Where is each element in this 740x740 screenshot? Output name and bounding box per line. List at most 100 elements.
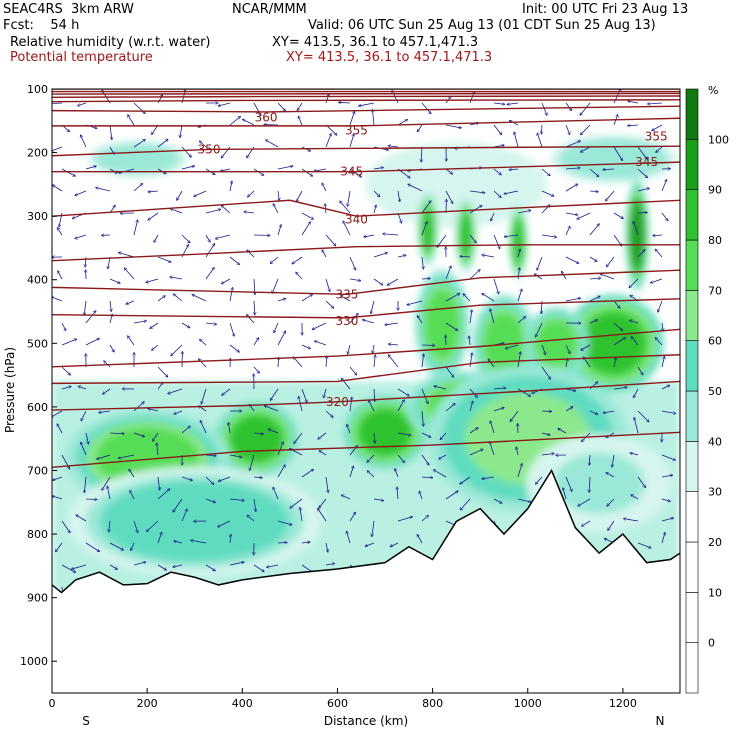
- init-label: Init: 00 UTC Fri 23 Aug 13: [522, 2, 689, 17]
- wind-arrow: [349, 256, 356, 270]
- colorbar-tick-label: 80: [708, 234, 722, 247]
- wind-arrow: [504, 234, 519, 237]
- wind-arrow: [157, 139, 168, 148]
- wind-arrow: [109, 564, 117, 569]
- wind-arrow: [648, 103, 663, 104]
- wind-arrow: [181, 166, 195, 170]
- wind-arrow: [613, 322, 622, 331]
- wind-arrow: [325, 234, 336, 246]
- wind-arrow: [168, 388, 183, 394]
- wind-arrow: [341, 296, 351, 302]
- rh-blob-17-3: [553, 452, 645, 514]
- x-tick-label: 400: [232, 697, 253, 710]
- wind-arrow: [177, 190, 183, 200]
- wind-arrow: [150, 322, 159, 329]
- theta-contour-338: [52, 244, 680, 262]
- wind-arrow: [157, 532, 162, 544]
- colorbar-segment: [685, 88, 699, 140]
- wind-arrow: [75, 190, 87, 196]
- wind-arrow: [565, 226, 570, 236]
- wind-arrow: [637, 476, 645, 487]
- wind-arrow: [374, 432, 375, 443]
- field2-label: Potential temperature: [10, 50, 153, 65]
- wind-arrow: [383, 234, 399, 235]
- wind-arrow: [104, 361, 111, 368]
- wind-arrow: [339, 102, 351, 103]
- wind-arrow: [488, 359, 495, 368]
- wind-arrow: [582, 520, 591, 526]
- wind-arrow: [85, 338, 99, 346]
- wind-arrow: [603, 169, 615, 170]
- wind-arrow: [248, 190, 255, 197]
- wind-arrow: [349, 397, 352, 412]
- wind-arrow: [126, 300, 135, 304]
- wind-arrow: [157, 382, 163, 390]
- wind-arrow: [445, 404, 455, 412]
- wind-arrow: [421, 222, 427, 236]
- colorbar: 0 10 20 30 40 50 60 70 80 90 100: [685, 88, 729, 694]
- wind-arrow: [78, 102, 87, 106]
- wind-arrow: [349, 134, 354, 148]
- wind-arrow: [191, 540, 207, 544]
- wind-arrow: [367, 471, 375, 478]
- wind-arrow: [368, 400, 375, 412]
- wind-arrow: [460, 256, 471, 257]
- wind-arrow: [565, 476, 572, 491]
- wind-arrow: [397, 487, 398, 500]
- wind-arrow: [229, 181, 232, 192]
- theta-contour-335: [52, 269, 680, 296]
- wind-arrow: [315, 341, 327, 346]
- colorbar-segment: [685, 390, 699, 442]
- wind-arrow: [637, 410, 649, 422]
- wind-arrow: [422, 256, 423, 269]
- colorbar-tick-label: 100: [708, 133, 729, 146]
- theta-label: 360: [255, 111, 278, 125]
- wind-arrow: [509, 169, 519, 170]
- wind-arrow: [296, 190, 303, 202]
- wind-arrow: [589, 256, 597, 261]
- wind-arrow: [661, 454, 675, 460]
- wind-arrow: [253, 338, 259, 346]
- theta-label: 350: [198, 142, 221, 156]
- theta-label: 345: [340, 165, 363, 179]
- wind-arrow: [157, 564, 166, 570]
- wind-arrow: [133, 402, 144, 412]
- wind-arrow: [228, 423, 231, 434]
- wind-arrow: [493, 408, 504, 412]
- wind-arrow: [205, 564, 215, 571]
- wind-arrow: [222, 388, 231, 395]
- wind-arrow: [397, 454, 405, 463]
- wind-arrow: [124, 268, 135, 280]
- colorbar-tick-label: 40: [708, 435, 722, 448]
- wind-arrow: [541, 344, 546, 355]
- rh-blob-1-3: [573, 143, 654, 175]
- xy1-label: XY= 413.5, 36.1 to 457.1,471.3: [272, 35, 479, 50]
- wind-arrow: [133, 432, 144, 436]
- wind-arrow: [637, 542, 651, 548]
- wind-arrow: [372, 520, 375, 537]
- wind-arrow: [205, 498, 215, 503]
- wind-arrow: [373, 205, 376, 214]
- wind-arrow: [633, 388, 639, 398]
- wind-arrow: [541, 366, 551, 379]
- wind-arrow: [293, 357, 303, 368]
- wind-arrow: [247, 515, 255, 522]
- colorbar-segment: [685, 239, 699, 291]
- wind-arrow: [277, 225, 281, 236]
- wind-arrow: [504, 190, 519, 194]
- wind-arrow: [133, 321, 146, 324]
- wind-arrow: [387, 278, 399, 285]
- wind-arrow: [201, 388, 207, 404]
- wind-arrow: [61, 366, 70, 375]
- wind-arrow: [157, 476, 160, 490]
- wind-arrow: [244, 212, 255, 213]
- wind-arrow: [421, 454, 429, 465]
- wind-arrow: [266, 140, 279, 148]
- wind-arrow: [445, 491, 458, 500]
- wind-arrow: [565, 344, 570, 354]
- wind-arrow: [318, 432, 327, 439]
- wind-arrow: [364, 234, 375, 237]
- wind-arrow: [433, 470, 447, 478]
- wind-arrow: [385, 322, 399, 325]
- wind-arrow: [565, 212, 578, 215]
